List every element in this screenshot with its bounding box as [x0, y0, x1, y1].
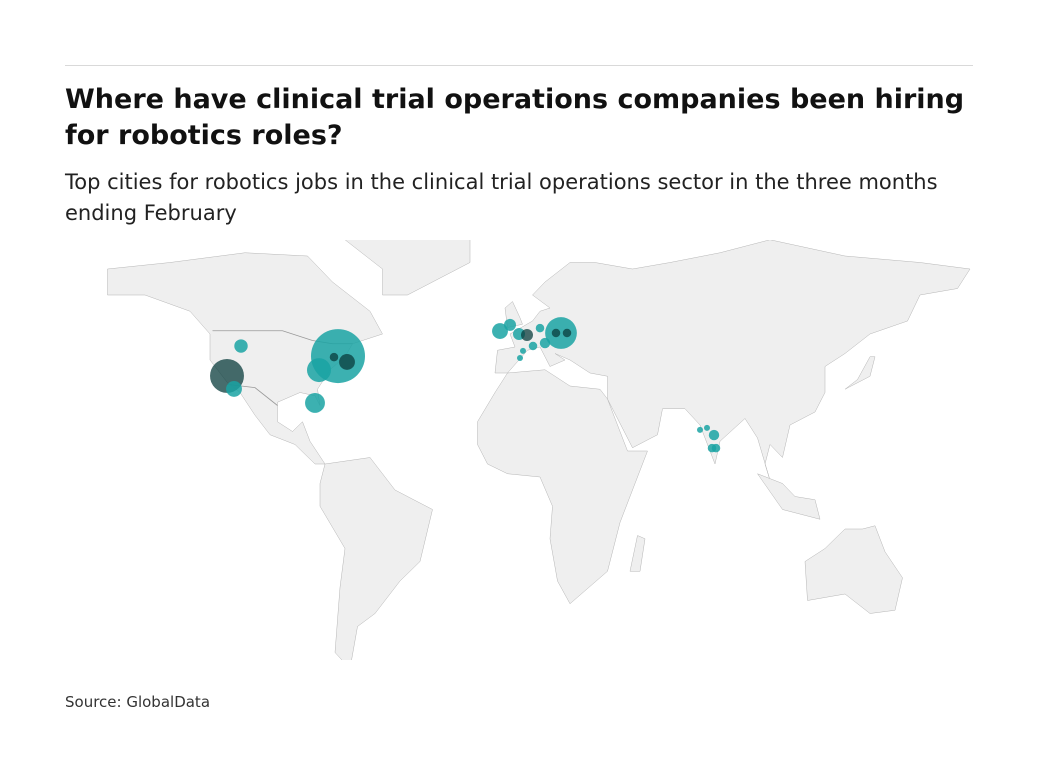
city-bubble: [697, 426, 703, 433]
landmass-madagascar: [629, 535, 646, 572]
landmass-north-america: [107, 252, 383, 465]
city-bubble: [307, 358, 331, 383]
city-bubble: [504, 318, 516, 331]
city-bubble: [520, 347, 526, 354]
source-note: Source: GlobalData: [65, 693, 211, 711]
top-divider: [65, 65, 973, 66]
chart-title: Where have clinical trial operations com…: [65, 84, 965, 151]
city-bubble: [539, 337, 551, 349]
landmass-africa: [477, 369, 648, 605]
landmass-eurasia: [494, 240, 971, 481]
city-bubble: [528, 341, 538, 351]
city-bubble: [704, 424, 710, 431]
city-bubble: [339, 354, 355, 370]
chart-subtitle: Top cities for robotics jobs in the clin…: [65, 170, 938, 225]
landmass-japan: [844, 356, 876, 390]
landmass-australia: [804, 525, 903, 614]
city-bubble: [226, 380, 242, 397]
city-bubble: [545, 317, 577, 349]
city-bubble: [517, 355, 523, 362]
city-bubble: [708, 429, 720, 441]
landmass-south-america: [319, 457, 433, 660]
landmass-greenland: [344, 240, 471, 296]
bubble-layer: [210, 317, 721, 453]
city-bubble: [329, 352, 339, 362]
landmass-indonesia: [756, 473, 821, 520]
city-bubble: [492, 323, 508, 340]
city-bubble: [305, 392, 325, 413]
city-bubble: [234, 339, 248, 353]
city-bubble: [551, 328, 561, 338]
land-layer: [107, 240, 971, 660]
city-bubble: [562, 328, 572, 338]
city-bubble: [707, 443, 717, 453]
city-bubble: [521, 328, 533, 341]
city-bubble: [535, 323, 545, 333]
world-map: [107, 240, 971, 660]
